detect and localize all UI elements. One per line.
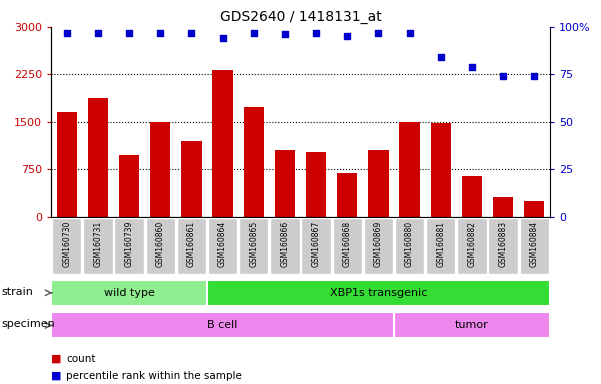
Point [249, 30, 258, 36]
Bar [275, 151, 295, 217]
Point [218, 35, 227, 41]
Point [343, 33, 352, 40]
FancyBboxPatch shape [51, 313, 394, 338]
Point [529, 73, 539, 79]
Text: GSM160881: GSM160881 [436, 220, 445, 266]
Point [498, 73, 508, 79]
FancyBboxPatch shape [364, 218, 393, 274]
Point [124, 30, 134, 36]
FancyBboxPatch shape [208, 218, 237, 274]
Point [62, 30, 72, 36]
Bar [337, 173, 358, 217]
Bar [88, 98, 108, 217]
FancyBboxPatch shape [426, 218, 456, 274]
FancyBboxPatch shape [114, 218, 144, 274]
Bar [493, 197, 513, 217]
FancyBboxPatch shape [395, 218, 424, 274]
FancyBboxPatch shape [177, 218, 206, 274]
FancyBboxPatch shape [489, 218, 518, 274]
Text: GSM160882: GSM160882 [468, 220, 477, 266]
Point [374, 30, 383, 36]
Bar [119, 155, 139, 217]
Bar [182, 141, 201, 217]
Text: GSM160739: GSM160739 [124, 220, 133, 267]
Text: count: count [66, 354, 96, 364]
Bar [524, 201, 545, 217]
Text: ■: ■ [51, 354, 61, 364]
Text: GSM160860: GSM160860 [156, 220, 165, 267]
FancyBboxPatch shape [239, 218, 269, 274]
FancyBboxPatch shape [145, 218, 175, 274]
Point [186, 30, 196, 36]
Text: percentile rank within the sample: percentile rank within the sample [66, 371, 242, 381]
FancyBboxPatch shape [332, 218, 362, 274]
Title: GDS2640 / 1418131_at: GDS2640 / 1418131_at [219, 10, 382, 25]
FancyBboxPatch shape [83, 218, 112, 274]
Point [311, 30, 321, 36]
FancyBboxPatch shape [52, 218, 81, 274]
Point [467, 64, 477, 70]
Bar [150, 122, 170, 217]
Bar [243, 107, 264, 217]
Text: wild type: wild type [103, 288, 154, 298]
Text: tumor: tumor [455, 320, 489, 331]
Text: B cell: B cell [207, 320, 238, 331]
Point [436, 54, 445, 60]
FancyBboxPatch shape [394, 313, 550, 338]
Text: GSM160864: GSM160864 [218, 220, 227, 267]
Text: strain: strain [1, 287, 33, 297]
Text: specimen: specimen [1, 319, 55, 329]
FancyBboxPatch shape [270, 218, 299, 274]
FancyBboxPatch shape [51, 280, 207, 306]
Bar [212, 70, 233, 217]
Text: GSM160883: GSM160883 [499, 220, 508, 267]
Text: ■: ■ [51, 371, 61, 381]
Text: GSM160861: GSM160861 [187, 220, 196, 267]
Text: GSM160868: GSM160868 [343, 220, 352, 267]
Text: GSM160731: GSM160731 [93, 220, 102, 267]
FancyBboxPatch shape [520, 218, 549, 274]
Text: GSM160866: GSM160866 [281, 220, 290, 267]
FancyBboxPatch shape [302, 218, 331, 274]
Bar [400, 122, 419, 217]
Text: GSM160880: GSM160880 [405, 220, 414, 267]
Point [405, 30, 415, 36]
Text: GSM160867: GSM160867 [311, 220, 320, 267]
Bar [306, 152, 326, 217]
Point [280, 31, 290, 38]
Text: GSM160869: GSM160869 [374, 220, 383, 267]
Text: GSM160865: GSM160865 [249, 220, 258, 267]
Text: XBP1s transgenic: XBP1s transgenic [330, 288, 427, 298]
Bar [56, 113, 77, 217]
Bar [431, 122, 451, 217]
FancyBboxPatch shape [457, 218, 487, 274]
Point [93, 30, 103, 36]
Text: GSM160884: GSM160884 [530, 220, 539, 267]
Point [156, 30, 165, 36]
Bar [462, 176, 482, 217]
FancyBboxPatch shape [207, 280, 550, 306]
Text: GSM160730: GSM160730 [62, 220, 71, 267]
Bar [368, 151, 389, 217]
